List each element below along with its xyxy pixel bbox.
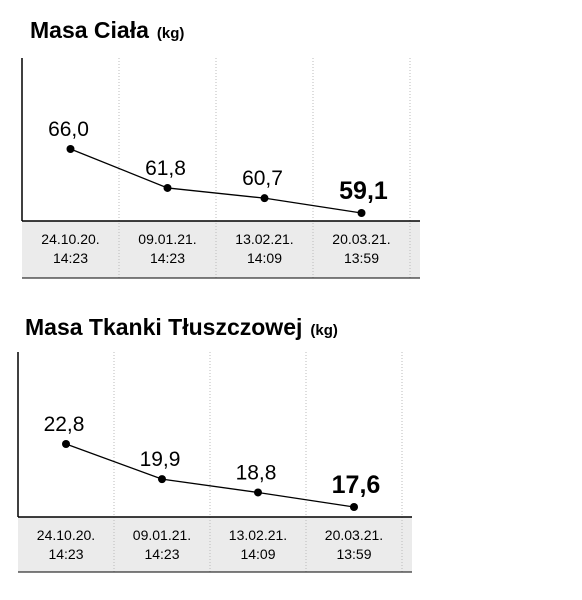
line bbox=[70, 148, 362, 214]
x-tick-line: 14:23 bbox=[144, 546, 179, 562]
x-tick-line: 13:59 bbox=[336, 546, 371, 562]
x-tick-line: 14:09 bbox=[247, 250, 282, 266]
x-tick-line: 24.10.20. bbox=[41, 231, 99, 247]
x-tick-line: 14:23 bbox=[48, 546, 83, 562]
x-tick-label: 09.01.21. 14:23 bbox=[133, 527, 191, 562]
point bbox=[350, 503, 358, 511]
value-label: 66,0 bbox=[48, 118, 89, 141]
x-tick-label: 20.03.21. 13:59 bbox=[325, 527, 383, 562]
value-label: 22,8 bbox=[44, 413, 85, 436]
label-band bbox=[18, 517, 412, 572]
x-tick-line: 24.10.20. bbox=[37, 527, 95, 543]
chart-unit: (kg) bbox=[157, 25, 185, 42]
point bbox=[357, 209, 366, 217]
line bbox=[65, 443, 355, 508]
value-label: 18,8 bbox=[236, 461, 277, 484]
x-tick-line: 09.01.21. bbox=[138, 231, 196, 247]
x-tick-label: 13.02.21. 14:09 bbox=[229, 527, 287, 562]
x-tick-line: 13.02.21. bbox=[235, 231, 293, 247]
x-tick-line: 14:23 bbox=[150, 250, 185, 266]
point bbox=[163, 183, 172, 192]
x-tick-label: 09.01.21. 14:23 bbox=[138, 231, 196, 266]
point bbox=[158, 475, 166, 484]
x-tick-line: 20.03.21. bbox=[325, 527, 383, 543]
value-label: 17,6 bbox=[332, 471, 381, 499]
point bbox=[254, 488, 262, 497]
x-tick-label: 20.03.21. 13:59 bbox=[332, 231, 390, 266]
x-tick-line: 13.02.21. bbox=[229, 527, 287, 543]
x-tick-line: 13:59 bbox=[344, 250, 379, 266]
x-tick-line: 20.03.21. bbox=[332, 231, 390, 247]
point bbox=[62, 440, 70, 448]
chart-title: Masa Tkanki Tłuszczowej bbox=[25, 314, 302, 340]
chart-title: Masa Ciała bbox=[30, 17, 149, 43]
x-tick-label: 24.10.20. 14:23 bbox=[41, 231, 99, 266]
x-tick-label: 13.02.21. 14:09 bbox=[235, 231, 293, 266]
point bbox=[66, 145, 75, 153]
x-tick-line: 09.01.21. bbox=[133, 527, 191, 543]
label-band bbox=[22, 221, 420, 278]
x-tick-line: 14:23 bbox=[53, 250, 88, 266]
value-label: 61,8 bbox=[145, 157, 186, 180]
x-tick-line: 14:09 bbox=[240, 546, 275, 562]
value-label: 59,1 bbox=[339, 177, 388, 205]
point bbox=[260, 194, 269, 203]
value-label: 60,7 bbox=[242, 167, 283, 190]
chart-unit: (kg) bbox=[310, 322, 338, 339]
x-tick-label: 24.10.20. 14:23 bbox=[37, 527, 95, 562]
value-label: 19,9 bbox=[140, 448, 181, 471]
